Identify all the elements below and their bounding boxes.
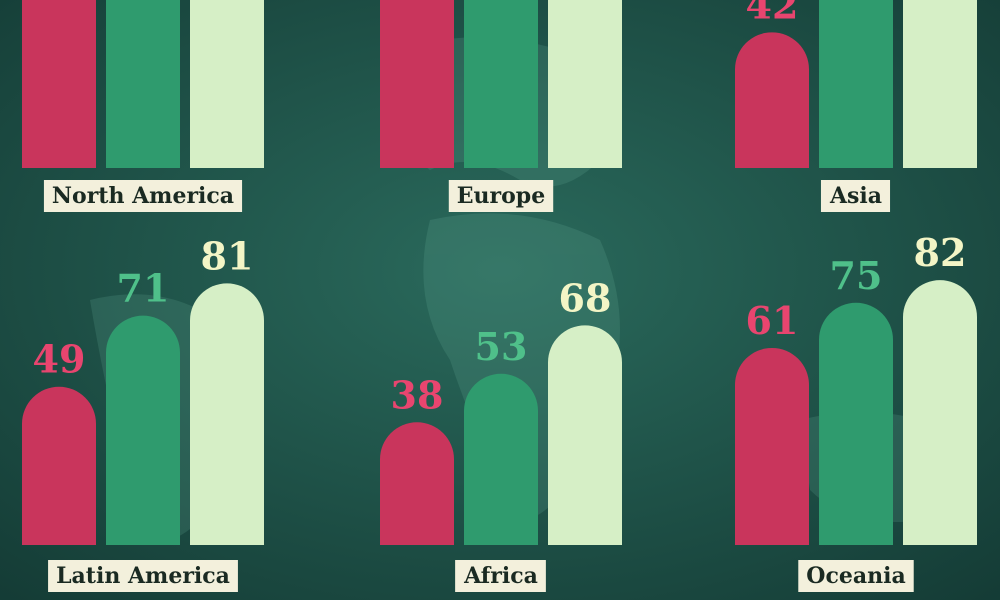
bar [735,347,809,545]
value-label: 68 [559,275,612,320]
region-label: Oceania [806,563,905,589]
value-label: 53 [475,324,528,369]
value-label: 71 [117,266,170,311]
value-label: 42 [746,0,799,27]
bar [190,0,264,168]
bar [819,0,893,168]
bar [106,0,180,168]
bar [548,325,622,545]
value-label: 81 [201,233,254,278]
region-label-box [48,560,238,592]
bar [464,373,538,545]
region-label: Latin America [56,563,230,589]
bar [22,386,96,545]
region-label: North America [52,183,234,209]
region-label: Europe [457,183,545,209]
bar [903,280,977,545]
bar [106,315,180,545]
value-label: 82 [914,230,967,275]
region-label-box [43,180,243,212]
bar [190,283,264,545]
region-label-box [798,560,914,592]
value-label: 75 [830,253,883,298]
bar [819,302,893,545]
value-label: 61 [746,298,799,343]
bar [548,0,622,168]
region-label-box [448,180,554,212]
value-label: 49 [33,337,86,382]
bar [380,0,454,168]
plots: North America Europe 42 Asia 49 71 81 Latin Ame… [22,0,977,592]
bar [22,0,96,168]
region-label-box [455,560,546,592]
bar [380,422,454,545]
bar [735,32,809,168]
bar [464,0,538,168]
region-label-box [820,180,891,212]
region-label: Africa [463,563,538,589]
value-label: 38 [391,372,444,417]
bar [903,0,977,168]
region-label: Asia [829,183,882,209]
